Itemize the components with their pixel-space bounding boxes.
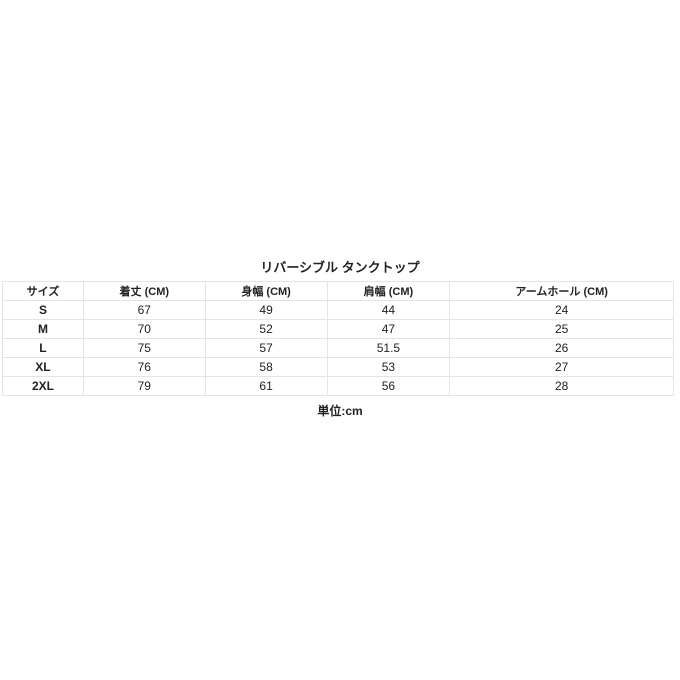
value-cell: 58	[204, 357, 328, 377]
value-cell: 76	[82, 357, 206, 377]
value-cell: 44	[326, 300, 451, 320]
value-cell: 51.5	[326, 338, 451, 358]
value-cell: 67	[82, 300, 206, 320]
value-cell: 56	[326, 376, 451, 396]
value-cell: 79	[82, 376, 206, 396]
table-row: 2XL 79 61 56 28	[2, 376, 674, 396]
value-cell: 27	[449, 357, 674, 377]
value-cell: 28	[449, 376, 674, 396]
column-header: 身幅 (CM)	[204, 281, 328, 301]
size-cell: XL	[2, 357, 84, 377]
value-cell: 52	[204, 319, 328, 339]
unit-note: 単位:cm	[317, 404, 363, 418]
table-row: L 75 57 51.5 26	[2, 338, 674, 358]
column-header: アームホール (CM)	[449, 281, 674, 301]
table-header-row: サイズ 着丈 (CM) 身幅 (CM) 肩幅 (CM) アームホール (CM)	[2, 281, 674, 301]
size-table: サイズ 着丈 (CM) 身幅 (CM) 肩幅 (CM) アームホール (CM) S 67 4…	[2, 281, 674, 396]
value-cell: 57	[204, 338, 328, 358]
size-cell: M	[2, 319, 84, 339]
size-cell: S	[2, 300, 84, 320]
value-cell: 70	[82, 319, 206, 339]
table-row: XL 76 58 53 27	[2, 357, 674, 377]
value-cell: 26	[449, 338, 674, 358]
value-cell: 61	[204, 376, 328, 396]
value-cell: 47	[326, 319, 451, 339]
column-header: 肩幅 (CM)	[326, 281, 451, 301]
value-cell: 53	[326, 357, 451, 377]
table-row: M 70 52 47 25	[2, 319, 674, 339]
column-header: 着丈 (CM)	[82, 281, 206, 301]
value-cell: 24	[449, 300, 674, 320]
size-cell: L	[2, 338, 84, 358]
value-cell: 49	[204, 300, 328, 320]
table-row: S 67 49 44 24	[2, 300, 674, 320]
column-header: サイズ	[2, 281, 84, 301]
size-cell: 2XL	[2, 376, 84, 396]
value-cell: 25	[449, 319, 674, 339]
page-title: リバーシブル タンクトップ	[260, 260, 420, 275]
value-cell: 75	[82, 338, 206, 358]
